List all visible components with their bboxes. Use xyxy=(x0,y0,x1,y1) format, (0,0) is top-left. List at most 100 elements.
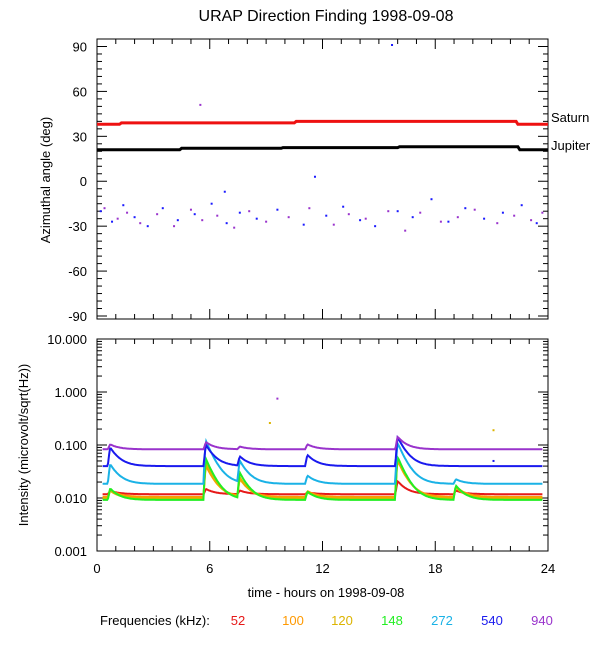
intensity-isolated-point xyxy=(492,429,495,432)
azimuth-y-ticks: 90 60 30 0 -30 -60 -90 xyxy=(68,39,548,324)
azimuth-point-940-khz xyxy=(248,210,251,213)
azimuth-point-940-khz xyxy=(116,217,119,220)
azimuth-point-940-khz xyxy=(513,214,516,217)
azimuth-point-540-khz xyxy=(176,219,179,222)
intensity-line-120khz xyxy=(102,455,543,500)
azimuth-point-540-khz xyxy=(193,213,196,216)
jupiter-label: Jupiter xyxy=(551,138,591,153)
azimuth-point-940-khz xyxy=(364,217,367,220)
frequency-legend-540khz: 540 xyxy=(481,613,503,628)
azimuth-point-940-khz xyxy=(233,226,236,229)
azimuth-point-940-khz xyxy=(404,229,407,232)
azimuth-panel: 90 60 30 0 -30 -60 -90 Azimuthal angle (deg) S… xyxy=(38,38,591,324)
azimuth-series xyxy=(97,43,548,232)
intensity-y-axis-label: Intensity (microvolt/sqrt(Hz)) xyxy=(16,364,31,527)
intensity-isolated-point xyxy=(276,397,279,400)
frequency-legend-label: Frequencies (kHz): xyxy=(100,613,210,628)
intensity-line-940khz xyxy=(102,435,543,451)
azimuth-point-940-khz xyxy=(156,213,159,216)
saturn-azimuth-line xyxy=(97,119,548,126)
azimuth-y-axis-label: Azimuthal angle (deg) xyxy=(38,117,53,243)
azimuth-point-940-khz xyxy=(103,207,106,210)
azimuth-point-540-khz xyxy=(391,43,394,46)
azimuth-minor-ticks xyxy=(97,53,548,310)
azimuth-y-tick-label: -30 xyxy=(68,219,87,234)
intensity-y-tick-label: 0.010 xyxy=(54,491,87,506)
azimuth-point-540-khz xyxy=(122,204,125,207)
azimuth-point-940-khz xyxy=(387,210,390,213)
jupiter-azimuth-line xyxy=(97,145,548,152)
azimuth-y-tick-label: 30 xyxy=(73,129,87,144)
intensity-y-tick-label: 0.001 xyxy=(54,544,87,559)
azimuth-point-540-khz xyxy=(501,211,504,214)
intensity-line-540khz xyxy=(102,434,543,468)
azimuth-point-540-khz xyxy=(430,198,433,201)
azimuth-point-940-khz xyxy=(308,207,311,210)
azimuth-point-540-khz xyxy=(535,222,538,225)
intensity-plot-frame xyxy=(96,338,549,552)
intensity-x-tick-label: 0 xyxy=(93,561,100,576)
azimuth-point-940-khz xyxy=(139,222,142,225)
azimuth-point-940-khz xyxy=(541,211,544,214)
azimuth-y-tick-label: -90 xyxy=(68,309,87,324)
azimuth-y-tick-label: 0 xyxy=(80,174,87,189)
intensity-series xyxy=(102,397,543,501)
frequency-legend-120khz: 120 xyxy=(331,613,353,628)
azimuth-point-940-khz xyxy=(456,216,459,219)
intensity-minor-ticks xyxy=(97,340,548,536)
azimuth-point-940-khz xyxy=(173,225,176,228)
frequency-legend-52khz: 52 xyxy=(231,613,245,628)
time-x-axis-label: time - hours on 1998-09-08 xyxy=(248,585,405,600)
azimuth-point-540-khz xyxy=(359,219,362,222)
azimuth-point-540-khz xyxy=(342,205,345,208)
azimuth-point-940-khz xyxy=(201,219,204,222)
azimuth-point-940-khz xyxy=(287,216,290,219)
azimuth-point-940-khz xyxy=(265,220,268,223)
chart-title: URAP Direction Finding 1998-09-08 xyxy=(199,8,454,25)
azimuth-point-540-khz xyxy=(99,210,102,213)
intensity-line-272khz xyxy=(102,437,543,485)
azimuth-point-940-khz xyxy=(199,103,202,106)
azimuth-point-540-khz xyxy=(210,202,213,205)
intensity-y-tick-label: 0.100 xyxy=(54,438,87,453)
intensity-x-tick-label: 12 xyxy=(315,561,329,576)
azimuth-point-540-khz xyxy=(302,223,305,226)
intensity-x-tick-label: 24 xyxy=(541,561,555,576)
intensity-isolated-point xyxy=(268,422,271,425)
intensity-panel: 10.000 1.000 0.100 0.010 0.001 0 6 12 18 24 Inte… xyxy=(16,332,555,600)
azimuth-point-540-khz xyxy=(238,211,241,214)
azimuth-point-940-khz xyxy=(332,223,335,226)
azimuth-point-940-khz xyxy=(439,220,442,223)
azimuth-point-940-khz xyxy=(189,208,192,211)
intensity-line-100khz xyxy=(102,457,543,498)
azimuth-point-540-khz xyxy=(161,207,164,210)
azimuth-point-540-khz xyxy=(464,207,467,210)
azimuth-y-tick-label: 60 xyxy=(73,84,87,99)
frequency-legend-940khz: 940 xyxy=(531,613,553,628)
frequency-legend-272khz: 272 xyxy=(431,613,453,628)
azimuth-point-540-khz xyxy=(133,216,136,219)
azimuth-point-540-khz xyxy=(396,210,399,213)
azimuth-point-540-khz xyxy=(146,225,149,228)
azimuth-point-940-khz xyxy=(216,214,219,217)
azimuth-point-940-khz xyxy=(347,213,350,216)
azimuth-point-540-khz xyxy=(225,222,228,225)
azimuth-plot-frame xyxy=(96,38,549,320)
intensity-y-tick-label: 1.000 xyxy=(54,385,87,400)
azimuth-point-540-khz xyxy=(111,220,114,223)
intensity-x-ticks: 0 6 12 18 24 xyxy=(93,339,555,576)
azimuth-point-540-khz xyxy=(374,225,377,228)
azimuth-point-940-khz xyxy=(496,222,499,225)
saturn-label: Saturn xyxy=(551,110,589,125)
intensity-isolated-point xyxy=(492,459,495,462)
azimuth-point-540-khz xyxy=(255,217,258,220)
frequency-legend-100khz: 100 xyxy=(282,613,304,628)
intensity-x-tick-label: 18 xyxy=(428,561,442,576)
frequency-legend: Frequencies (kHz): 52 100 120 148 272 540 940 xyxy=(100,613,553,628)
azimuth-point-940-khz xyxy=(126,211,129,214)
frequency-legend-148khz: 148 xyxy=(381,613,403,628)
azimuth-point-540-khz xyxy=(325,214,328,217)
intensity-line-148khz xyxy=(102,454,543,501)
azimuth-point-540-khz xyxy=(223,190,226,193)
